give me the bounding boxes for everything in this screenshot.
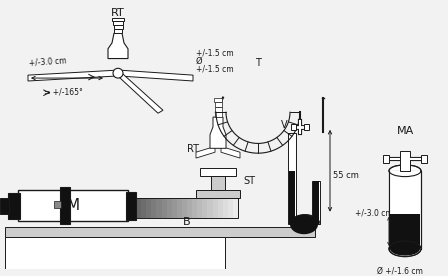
Text: RT: RT — [111, 8, 125, 18]
Bar — [136, 198, 142, 217]
Bar — [161, 198, 168, 217]
Bar — [313, 181, 319, 224]
Bar — [223, 198, 229, 217]
Bar — [177, 198, 183, 217]
Bar — [112, 18, 124, 22]
Bar — [187, 198, 193, 217]
Bar — [197, 198, 203, 217]
Bar — [390, 214, 420, 249]
Text: B: B — [183, 217, 191, 227]
Text: M: M — [66, 198, 80, 213]
Bar — [196, 190, 240, 198]
Text: +/-1.5 cm: +/-1.5 cm — [196, 64, 233, 73]
Bar — [421, 155, 427, 163]
Bar — [8, 193, 20, 219]
Bar — [215, 112, 221, 117]
Bar — [390, 171, 420, 214]
Bar — [228, 198, 234, 217]
Bar — [113, 22, 123, 25]
Bar — [146, 198, 152, 217]
Bar — [0, 198, 9, 214]
Bar — [141, 198, 147, 217]
Bar — [200, 168, 236, 176]
Bar — [304, 124, 309, 130]
Text: 55 cm: 55 cm — [333, 171, 359, 180]
Bar — [202, 198, 208, 217]
Bar — [214, 98, 222, 102]
Bar — [215, 102, 221, 107]
Text: V: V — [281, 120, 288, 130]
Bar — [215, 107, 221, 112]
Bar — [136, 198, 238, 217]
Text: +/-3.0 cm: +/-3.0 cm — [29, 56, 67, 67]
Text: MA: MA — [396, 126, 414, 136]
Text: T: T — [255, 58, 261, 68]
Bar — [218, 198, 224, 217]
Bar — [207, 198, 214, 217]
Text: ST: ST — [243, 176, 255, 185]
Polygon shape — [196, 146, 215, 158]
Text: RT: RT — [187, 144, 199, 154]
Bar — [211, 176, 225, 190]
Polygon shape — [118, 73, 163, 113]
Text: Ø +/-1.6 cm: Ø +/-1.6 cm — [377, 266, 423, 275]
Ellipse shape — [389, 241, 421, 257]
Bar — [383, 155, 389, 163]
Text: = +/-165°: = +/-165° — [43, 88, 82, 97]
Bar — [54, 201, 61, 208]
Bar — [18, 190, 128, 222]
Bar — [233, 198, 239, 217]
Polygon shape — [108, 33, 128, 59]
Bar — [114, 29, 122, 33]
Bar — [291, 124, 296, 130]
Polygon shape — [210, 117, 226, 148]
Bar — [126, 192, 136, 219]
Bar — [212, 198, 219, 217]
Bar — [312, 181, 320, 224]
Text: +/-3.0 cm: +/-3.0 cm — [355, 208, 393, 217]
Circle shape — [113, 68, 123, 78]
Polygon shape — [28, 70, 115, 81]
Bar — [400, 151, 410, 171]
Bar — [5, 237, 225, 269]
Ellipse shape — [389, 165, 421, 177]
Bar — [289, 171, 295, 224]
Bar — [192, 198, 198, 217]
Bar — [182, 198, 188, 217]
Bar — [172, 198, 178, 217]
Bar — [167, 198, 172, 217]
Text: +/-1.5 cm: +/-1.5 cm — [196, 49, 233, 58]
Bar — [151, 198, 157, 217]
Ellipse shape — [390, 242, 420, 256]
Bar — [5, 227, 315, 237]
Bar — [288, 133, 296, 224]
Polygon shape — [121, 70, 193, 81]
Bar — [60, 187, 70, 224]
Bar — [156, 198, 163, 217]
Text: Ø: Ø — [196, 56, 202, 65]
Polygon shape — [221, 146, 240, 158]
Ellipse shape — [290, 215, 318, 234]
Bar — [389, 171, 421, 249]
Bar — [113, 25, 122, 29]
